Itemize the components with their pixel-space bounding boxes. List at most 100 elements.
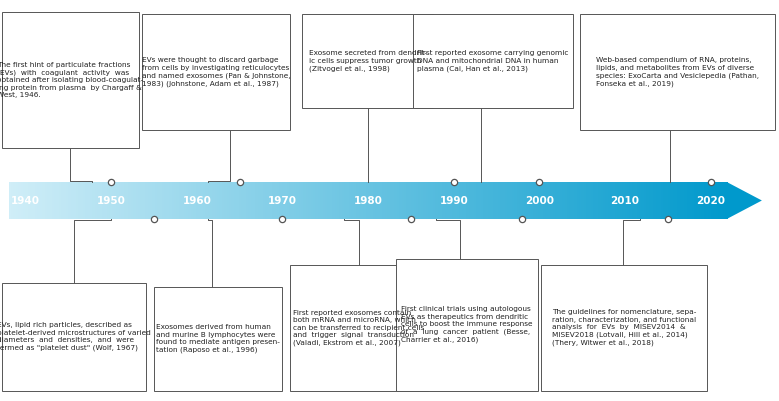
- Polygon shape: [397, 182, 400, 219]
- Polygon shape: [178, 182, 182, 219]
- Polygon shape: [97, 182, 100, 219]
- Polygon shape: [583, 182, 587, 219]
- Polygon shape: [516, 182, 519, 219]
- Polygon shape: [672, 182, 675, 219]
- Polygon shape: [402, 182, 404, 219]
- Polygon shape: [296, 182, 298, 219]
- FancyBboxPatch shape: [142, 14, 290, 130]
- Polygon shape: [198, 182, 200, 219]
- Polygon shape: [337, 182, 340, 219]
- Polygon shape: [340, 182, 342, 219]
- Polygon shape: [703, 182, 706, 219]
- Polygon shape: [88, 182, 90, 219]
- Polygon shape: [205, 182, 207, 219]
- Polygon shape: [519, 182, 521, 219]
- Polygon shape: [265, 182, 267, 219]
- Polygon shape: [18, 182, 20, 219]
- Polygon shape: [555, 182, 558, 219]
- Polygon shape: [26, 182, 28, 219]
- Polygon shape: [275, 182, 277, 219]
- Text: First reported exosome carrying genomic
DNA and mitochondrial DNA in human
plasm: First reported exosome carrying genomic …: [417, 51, 569, 72]
- Polygon shape: [33, 182, 35, 219]
- Polygon shape: [349, 182, 351, 219]
- Polygon shape: [581, 182, 583, 219]
- Polygon shape: [627, 182, 629, 219]
- Polygon shape: [76, 182, 78, 219]
- Polygon shape: [663, 182, 665, 219]
- Polygon shape: [354, 182, 356, 219]
- FancyBboxPatch shape: [580, 14, 775, 130]
- Polygon shape: [78, 182, 80, 219]
- Polygon shape: [342, 182, 344, 219]
- Polygon shape: [260, 182, 263, 219]
- Polygon shape: [138, 182, 140, 219]
- Polygon shape: [534, 182, 536, 219]
- Polygon shape: [280, 182, 282, 219]
- Polygon shape: [200, 182, 203, 219]
- Polygon shape: [543, 182, 545, 219]
- Polygon shape: [529, 182, 531, 219]
- Polygon shape: [550, 182, 552, 219]
- Polygon shape: [174, 182, 176, 219]
- Polygon shape: [382, 182, 385, 219]
- Polygon shape: [155, 182, 157, 219]
- Polygon shape: [416, 182, 418, 219]
- Polygon shape: [147, 182, 150, 219]
- Text: 1960: 1960: [182, 196, 211, 205]
- Text: Exosome secreted from dendrit-
ic cells suppress tumor growth
(Zitvogel et al., : Exosome secreted from dendrit- ic cells …: [308, 51, 427, 72]
- Polygon shape: [380, 182, 382, 219]
- Polygon shape: [249, 182, 251, 219]
- Polygon shape: [186, 182, 189, 219]
- Polygon shape: [687, 182, 689, 219]
- Polygon shape: [462, 182, 464, 219]
- Polygon shape: [418, 182, 421, 219]
- Polygon shape: [603, 182, 605, 219]
- Polygon shape: [438, 182, 440, 219]
- Text: 1990: 1990: [439, 196, 468, 205]
- Polygon shape: [493, 182, 495, 219]
- Polygon shape: [277, 182, 280, 219]
- Text: 1970: 1970: [268, 196, 297, 205]
- Polygon shape: [587, 182, 589, 219]
- Polygon shape: [589, 182, 591, 219]
- Polygon shape: [483, 182, 485, 219]
- Polygon shape: [478, 182, 481, 219]
- Polygon shape: [347, 182, 349, 219]
- Polygon shape: [629, 182, 632, 219]
- Polygon shape: [531, 182, 534, 219]
- Polygon shape: [400, 182, 402, 219]
- Polygon shape: [315, 182, 318, 219]
- Polygon shape: [490, 182, 493, 219]
- Polygon shape: [282, 182, 284, 219]
- Polygon shape: [129, 182, 131, 219]
- Polygon shape: [116, 182, 119, 219]
- Polygon shape: [143, 182, 145, 219]
- Polygon shape: [387, 182, 390, 219]
- Polygon shape: [421, 182, 423, 219]
- Polygon shape: [114, 182, 116, 219]
- Polygon shape: [124, 182, 126, 219]
- Polygon shape: [608, 182, 610, 219]
- Polygon shape: [454, 182, 456, 219]
- Polygon shape: [569, 182, 572, 219]
- Polygon shape: [641, 182, 643, 219]
- Polygon shape: [423, 182, 425, 219]
- Polygon shape: [431, 182, 433, 219]
- Polygon shape: [485, 182, 488, 219]
- Polygon shape: [728, 182, 762, 219]
- Polygon shape: [318, 182, 320, 219]
- Polygon shape: [126, 182, 129, 219]
- FancyBboxPatch shape: [302, 14, 433, 108]
- Polygon shape: [601, 182, 603, 219]
- FancyBboxPatch shape: [541, 265, 707, 391]
- Polygon shape: [622, 182, 625, 219]
- Polygon shape: [425, 182, 428, 219]
- Polygon shape: [301, 182, 303, 219]
- Polygon shape: [102, 182, 104, 219]
- Polygon shape: [231, 182, 234, 219]
- Polygon shape: [636, 182, 639, 219]
- Polygon shape: [136, 182, 138, 219]
- Polygon shape: [541, 182, 543, 219]
- Polygon shape: [714, 182, 716, 219]
- Polygon shape: [330, 182, 332, 219]
